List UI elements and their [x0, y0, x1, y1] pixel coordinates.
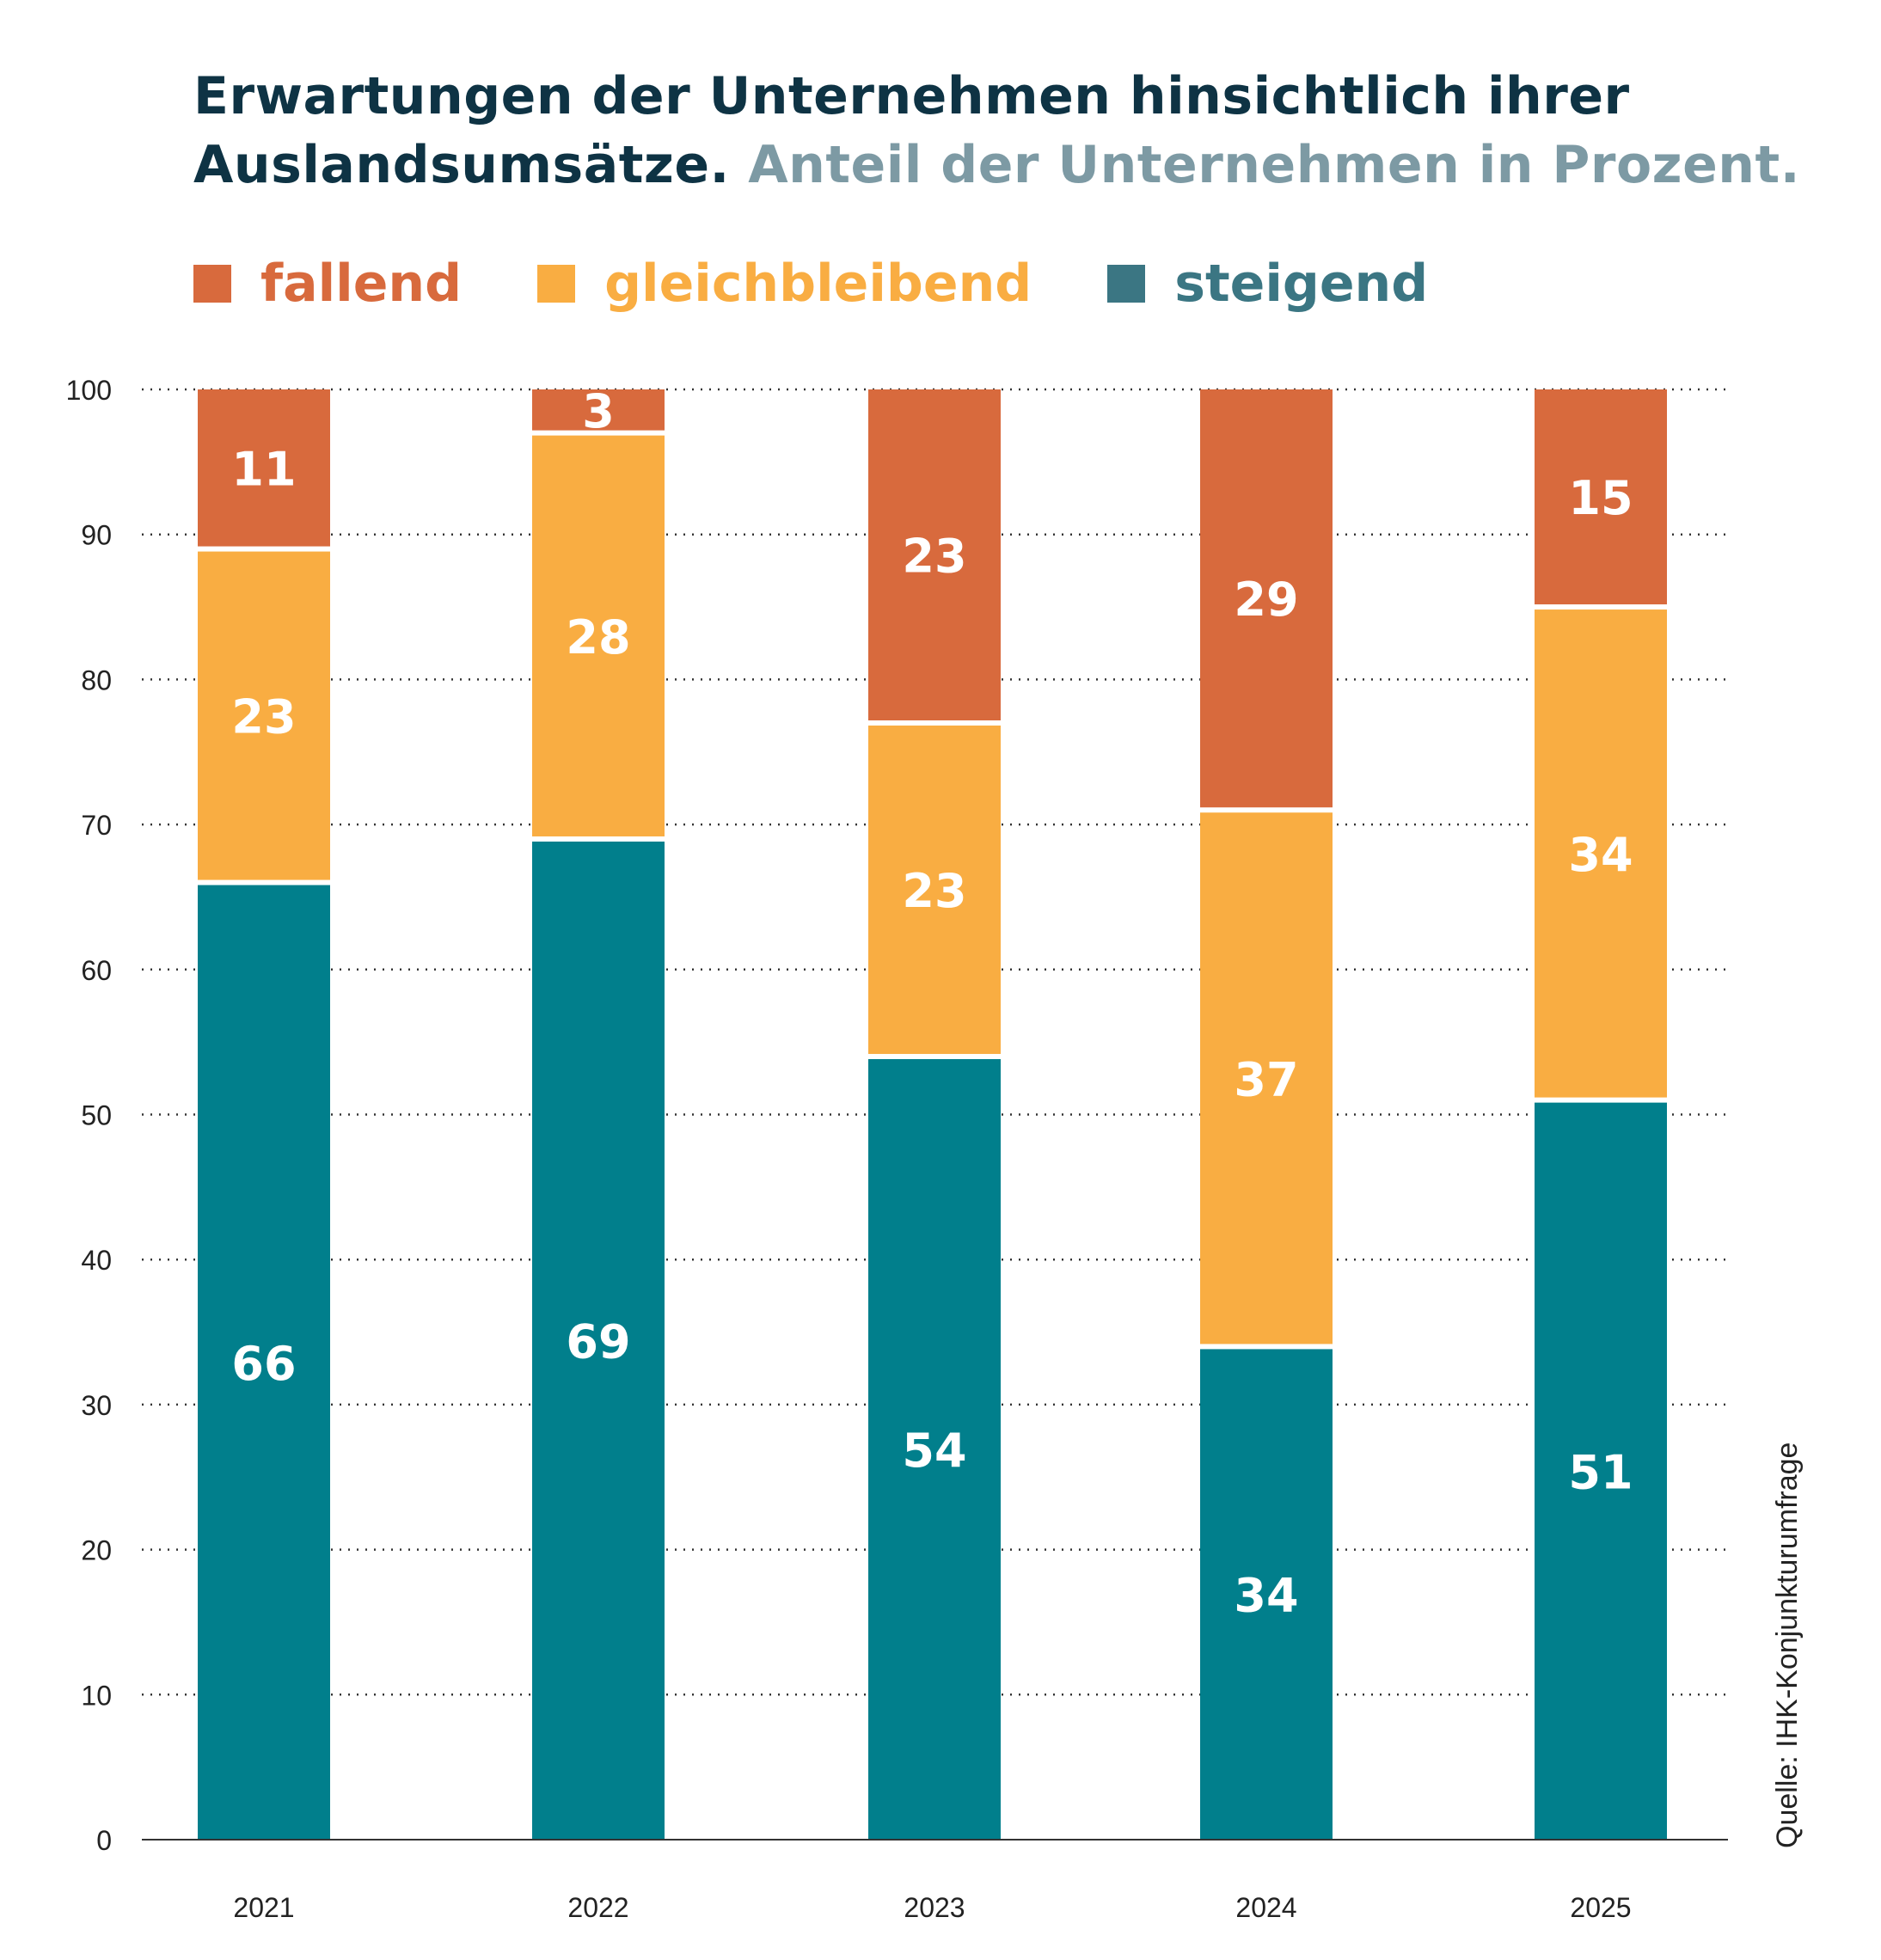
data-label: 37: [1234, 1052, 1298, 1106]
legend-swatch-fallend: [193, 265, 231, 303]
bar-segment-steigend: [532, 841, 665, 1840]
bar-segment-fallend: [868, 389, 1001, 721]
title-subtitle: Anteil der Unternehmen in Prozent.: [748, 135, 1800, 195]
x-tick-label: 2023: [904, 1892, 965, 1923]
y-tick-label: 50: [81, 1100, 112, 1131]
bar-segment-gleichbleibend: [1200, 812, 1333, 1344]
y-tick-label: 0: [96, 1825, 112, 1856]
y-tick-label: 20: [81, 1535, 112, 1566]
y-tick-label: 30: [81, 1390, 112, 1421]
x-tick-label: 2021: [233, 1892, 294, 1923]
data-label: 69: [566, 1314, 630, 1369]
legend-swatch-gleichbleibend: [537, 265, 576, 303]
y-tick-label: 10: [81, 1680, 112, 1711]
bar-segment-steigend: [868, 1059, 1001, 1840]
legend-item-gleichbleibend: gleichbleibend: [537, 254, 1032, 314]
data-label: 23: [902, 864, 966, 918]
bar-segment-gleichbleibend: [868, 726, 1001, 1055]
data-label: 34: [1568, 828, 1633, 882]
data-label: 34: [1234, 1569, 1298, 1623]
data-label: 51: [1568, 1445, 1633, 1499]
data-label: 28: [566, 610, 630, 665]
y-tick-label: 40: [81, 1245, 112, 1276]
source-note: Quelle: IHK-Konjunkturumfrage: [1771, 1442, 1804, 1848]
data-label: 23: [231, 690, 296, 744]
bar-segment-gleichbleibend: [532, 435, 665, 836]
legend-swatch-steigend: [1107, 265, 1146, 303]
bar-segment-steigend: [1200, 1349, 1333, 1840]
y-tick-label: 60: [81, 955, 112, 986]
data-label: 15: [1568, 471, 1633, 525]
bar-segment-fallend: [532, 389, 665, 431]
bar-segment-fallend: [1200, 389, 1333, 808]
legend-label-steigend: steigend: [1174, 254, 1429, 314]
y-tick-label: 80: [81, 665, 112, 695]
legend-label-gleichbleibend: gleichbleibend: [604, 254, 1032, 314]
bar-segment-steigend: [198, 885, 330, 1840]
y-tick-label: 100: [66, 375, 112, 406]
x-tick-label: 2024: [1235, 1892, 1296, 1923]
bar-segment-fallend: [1535, 389, 1667, 605]
legend-item-fallend: fallend: [193, 254, 462, 314]
data-label: 54: [902, 1424, 966, 1478]
data-label: 23: [902, 530, 966, 584]
x-tick-label: 2025: [1570, 1892, 1631, 1923]
y-tick-label: 70: [81, 810, 112, 841]
chart-title: Erwartungen der Unternehmen hinsichtlich…: [193, 62, 1827, 199]
legend: fallend gleichbleibend steigend: [193, 249, 1504, 318]
legend-item-steigend: steigend: [1107, 254, 1428, 314]
data-label: 3: [582, 384, 615, 438]
data-label: 29: [1234, 573, 1298, 627]
legend-label-fallend: fallend: [260, 254, 463, 314]
y-tick-label: 90: [81, 520, 112, 551]
bar-segment-gleichbleibend: [1535, 609, 1667, 1098]
data-label: 11: [231, 442, 296, 496]
title-main: Erwartungen der Unternehmen hinsichtlich…: [193, 66, 1630, 195]
bar-segment-fallend: [198, 389, 330, 547]
bar-segment-gleichbleibend: [198, 551, 330, 880]
data-label: 66: [231, 1337, 296, 1391]
x-tick-label: 2022: [567, 1892, 628, 1923]
bar-segment-steigend: [1535, 1102, 1667, 1840]
